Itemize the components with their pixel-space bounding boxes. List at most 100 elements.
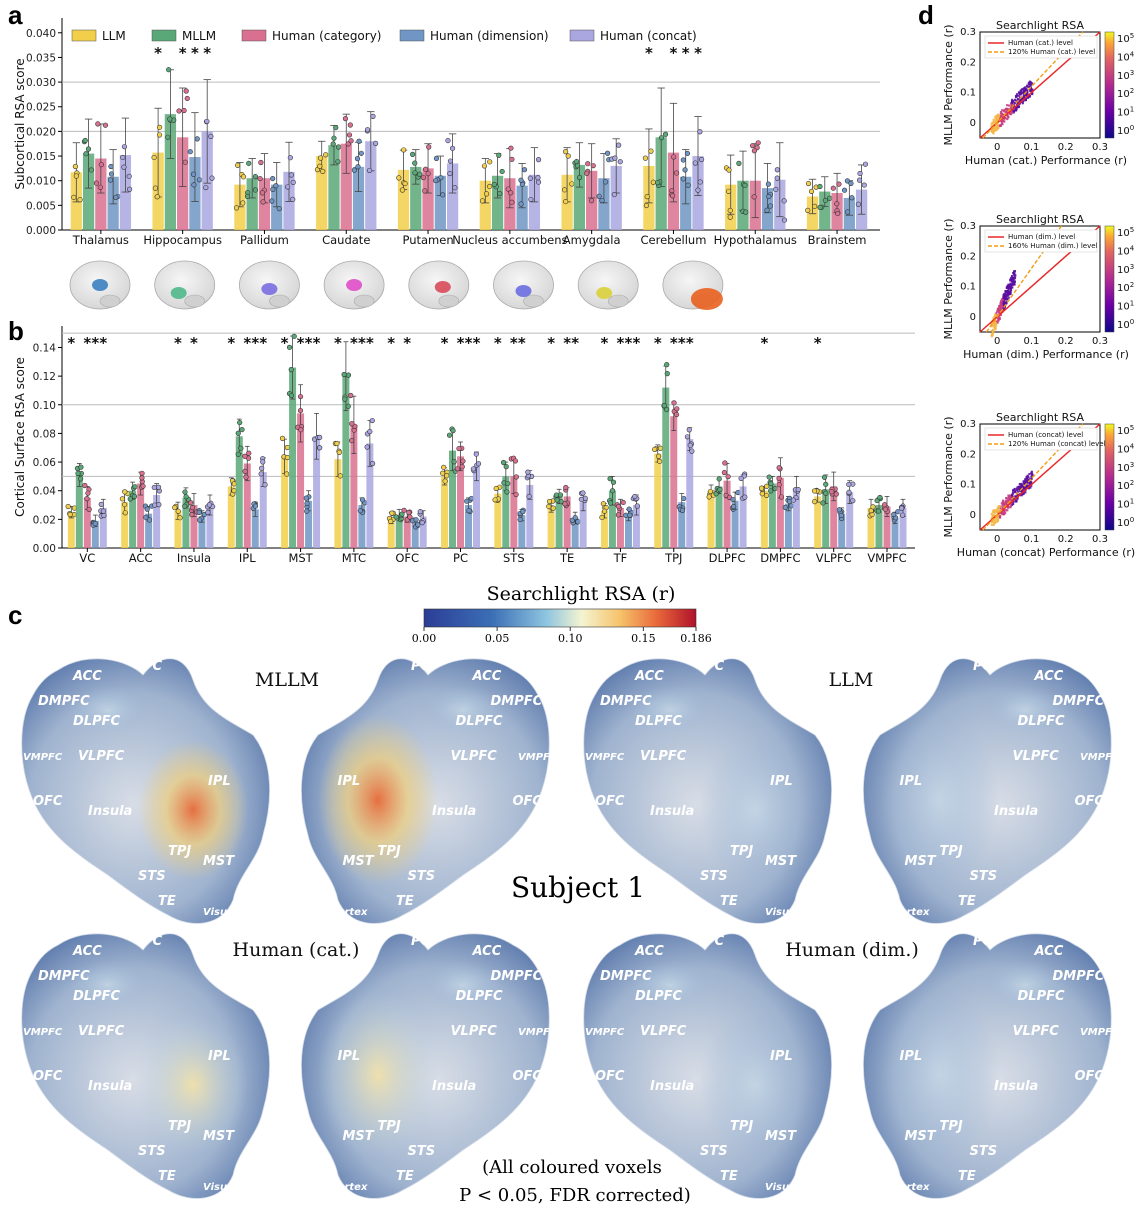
density-point: [1002, 300, 1005, 303]
y-tick-label: 0.035: [26, 52, 56, 64]
roi-label: IPL: [770, 1049, 793, 1064]
density-point: [1007, 288, 1010, 291]
data-point: [269, 198, 275, 204]
data-point: [359, 497, 366, 503]
data-point: [655, 180, 661, 186]
data-point: [481, 163, 488, 169]
data-point: [578, 496, 584, 502]
significance-star: *: [814, 334, 822, 352]
data-point: [65, 503, 71, 510]
data-point: [288, 367, 294, 373]
roi-label: DLPFC: [635, 714, 682, 729]
data-point: [550, 505, 556, 511]
bar: [182, 497, 190, 548]
data-point: [242, 468, 248, 474]
density-point: [1003, 292, 1006, 296]
density-point: [997, 510, 1000, 513]
data-point: [768, 481, 774, 487]
data-point: [345, 372, 352, 378]
density-point: [1007, 296, 1010, 299]
density-point: [1001, 499, 1005, 502]
roi-label: Insula: [432, 804, 476, 819]
data-point: [401, 507, 407, 513]
bar: [723, 480, 731, 548]
density-point: [1012, 491, 1015, 494]
x-tick-label: 0.3: [1092, 534, 1108, 545]
bar: [259, 472, 267, 548]
density-point: [1019, 93, 1023, 96]
roi-label: PC: [143, 934, 163, 949]
density-point: [1009, 504, 1013, 508]
data-point: [356, 138, 362, 144]
data-point: [483, 191, 490, 197]
bar: [502, 476, 510, 548]
significance-star: *: [99, 334, 107, 352]
density-point: [993, 126, 996, 129]
data-point: [441, 464, 447, 470]
category-label: VLPFC: [816, 551, 852, 565]
bar: [129, 490, 137, 548]
data-point: [357, 508, 363, 514]
data-point: [183, 494, 189, 500]
density-point: [1003, 294, 1006, 297]
roi-label: TE: [158, 894, 176, 909]
data-point: [83, 151, 89, 157]
data-point: [84, 496, 90, 502]
category-label: Putamen: [402, 233, 453, 247]
bar: [410, 166, 422, 230]
data-point: [182, 503, 188, 509]
data-point: [172, 504, 178, 511]
roi-label: ACC: [1034, 944, 1064, 959]
density-point: [996, 114, 999, 117]
roi-label: ACC: [472, 944, 502, 959]
data-point: [440, 192, 446, 198]
density-point: [1007, 496, 1011, 499]
density-point: [1007, 505, 1010, 509]
density-point: [1000, 306, 1003, 309]
bar: [608, 490, 616, 548]
data-point: [335, 159, 341, 165]
data-point: [808, 188, 815, 195]
note-line-1: (All coloured voxels: [482, 1157, 662, 1178]
data-point: [615, 512, 622, 518]
density-point: [1030, 82, 1034, 85]
data-point: [717, 487, 723, 493]
data-point: [107, 177, 114, 183]
right-hemisphere-labels: PC ACC DMPFC DLPFC VMPFC VLPFC IPL OFC Insula TPJ…: [858, 934, 1120, 1211]
roi-label: PC: [705, 934, 725, 949]
data-point: [417, 509, 423, 515]
data-point: [470, 466, 476, 472]
significance-star: *: [670, 334, 678, 352]
right-hemisphere-flatmap: [301, 933, 550, 1199]
data-point: [844, 178, 850, 184]
density-point: [1004, 500, 1008, 503]
data-point: [334, 440, 340, 447]
data-point: [546, 503, 552, 510]
density-point: [992, 120, 995, 123]
density-point: [1010, 110, 1014, 113]
left-hemisphere-flatmap: PC ACC DMPFC DLPFC VMPFC VLPFC IPL OFC Insula TPJ…: [583, 933, 837, 1211]
density-point: [1002, 502, 1006, 505]
data-point: [856, 177, 863, 183]
significance-star: *: [645, 44, 653, 62]
data-point: [772, 485, 778, 492]
data-point: [497, 191, 503, 197]
data-point: [513, 491, 519, 498]
bar: [164, 114, 177, 230]
data-point: [830, 185, 836, 191]
data-point: [899, 505, 905, 511]
density-point: [1001, 123, 1004, 126]
data-point: [643, 202, 650, 209]
data-point: [764, 483, 770, 489]
category-label: Nucleus accumbens: [452, 233, 567, 247]
y-tick-label: 0: [970, 510, 976, 521]
density-point: [1006, 117, 1009, 121]
data-point: [336, 449, 342, 456]
roi-label: MST: [765, 1129, 797, 1144]
data-point: [276, 206, 282, 212]
density-point: [999, 515, 1002, 518]
data-point: [203, 184, 209, 191]
density-point: [1006, 104, 1009, 107]
significance-star: *: [305, 334, 313, 352]
panel-d-searchlight-plots: Searchlight RSA000.10.10.20.20.30.3Human…: [942, 19, 1135, 559]
